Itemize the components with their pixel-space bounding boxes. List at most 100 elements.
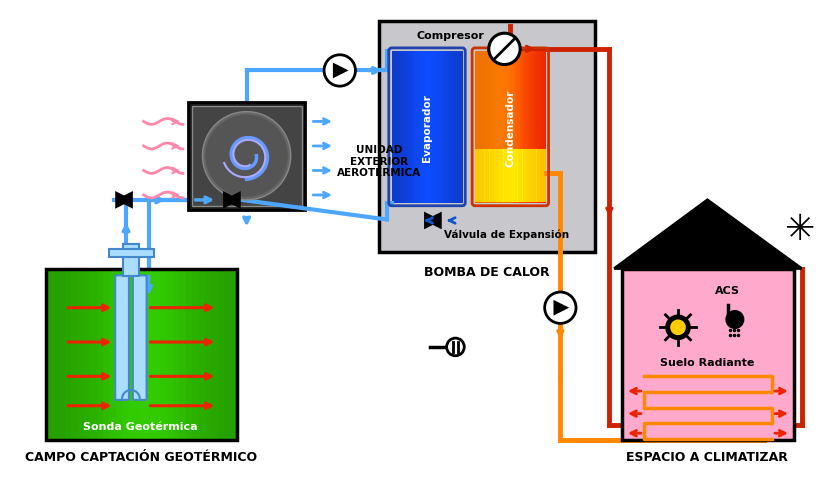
Bar: [123, 244, 138, 277]
Bar: [431, 52, 434, 203]
Bar: [503, 52, 506, 203]
Bar: [531, 52, 534, 203]
Polygon shape: [223, 192, 240, 209]
Bar: [541, 52, 543, 203]
Text: Evaporador: Evaporador: [421, 94, 431, 162]
Bar: [393, 52, 397, 203]
Bar: [474, 52, 477, 203]
Text: ESPACIO A CLIMATIZAR: ESPACIO A CLIMATIZAR: [626, 450, 787, 463]
Circle shape: [205, 115, 287, 198]
Bar: [482, 52, 484, 203]
Bar: [517, 52, 520, 203]
Bar: [135, 269, 142, 440]
Polygon shape: [115, 192, 132, 209]
Circle shape: [669, 320, 685, 335]
Bar: [522, 52, 524, 203]
Bar: [457, 52, 460, 203]
Bar: [491, 52, 493, 203]
Bar: [378, 22, 594, 252]
Polygon shape: [424, 212, 441, 230]
Text: Suelo Radiante: Suelo Radiante: [659, 357, 753, 367]
Bar: [185, 269, 192, 440]
FancyBboxPatch shape: [115, 276, 129, 400]
Bar: [514, 52, 518, 203]
FancyBboxPatch shape: [132, 276, 147, 400]
Text: ACS: ACS: [714, 285, 739, 295]
Bar: [436, 52, 439, 203]
Bar: [46, 269, 237, 440]
Bar: [398, 52, 401, 203]
Bar: [479, 150, 484, 203]
Bar: [477, 52, 479, 203]
Circle shape: [202, 112, 291, 201]
Bar: [440, 52, 444, 203]
Bar: [438, 52, 441, 203]
Bar: [403, 52, 406, 203]
Bar: [474, 150, 479, 203]
Bar: [479, 52, 482, 203]
Bar: [445, 52, 448, 203]
Circle shape: [725, 311, 743, 328]
Bar: [410, 52, 413, 203]
Bar: [500, 52, 503, 203]
Polygon shape: [614, 201, 801, 269]
Bar: [424, 52, 427, 203]
Bar: [417, 52, 420, 203]
Bar: [524, 52, 527, 203]
Bar: [498, 150, 503, 203]
Circle shape: [544, 292, 575, 324]
Text: CAMPO CAPTACIÓN GEOTÉRMICO: CAMPO CAPTACIÓN GEOTÉRMICO: [25, 450, 257, 463]
Bar: [538, 52, 541, 203]
Text: ✳: ✳: [784, 213, 815, 247]
Bar: [541, 150, 546, 203]
Bar: [415, 52, 417, 203]
Bar: [526, 150, 532, 203]
Bar: [65, 269, 71, 440]
Text: UNIDAD
EXTERIOR
AEROTÉRMICA: UNIDAD EXTERIOR AEROTÉRMICA: [336, 145, 421, 178]
Text: Sonda Geotérmica: Sonda Geotérmica: [84, 422, 198, 431]
Text: BOMBA DE CALOR: BOMBA DE CALOR: [423, 265, 549, 278]
Bar: [452, 52, 455, 203]
Polygon shape: [553, 300, 569, 316]
Bar: [505, 52, 508, 203]
Bar: [517, 150, 522, 203]
Bar: [420, 52, 422, 203]
Bar: [141, 269, 148, 440]
Text: Válvula de Expansión: Válvula de Expansión: [443, 229, 568, 240]
Bar: [205, 269, 211, 440]
Bar: [84, 269, 90, 440]
Bar: [230, 269, 237, 440]
Bar: [407, 52, 411, 203]
Bar: [455, 52, 458, 203]
Bar: [460, 52, 462, 203]
Bar: [522, 150, 527, 203]
Bar: [188, 102, 305, 210]
Bar: [508, 52, 510, 203]
Bar: [434, 52, 436, 203]
Bar: [179, 269, 186, 440]
Bar: [173, 269, 180, 440]
Bar: [218, 269, 224, 440]
Bar: [103, 269, 109, 440]
Bar: [429, 52, 431, 203]
Bar: [493, 150, 498, 203]
Bar: [116, 269, 123, 440]
Bar: [160, 269, 167, 440]
Bar: [443, 52, 445, 203]
Bar: [166, 269, 173, 440]
Bar: [192, 269, 199, 440]
Bar: [493, 52, 496, 203]
Bar: [52, 269, 59, 440]
Bar: [147, 269, 154, 440]
Circle shape: [324, 56, 355, 87]
Bar: [97, 269, 104, 440]
Bar: [109, 269, 116, 440]
Bar: [526, 52, 529, 203]
Circle shape: [666, 316, 689, 339]
Bar: [406, 52, 408, 203]
Bar: [496, 52, 498, 203]
Circle shape: [446, 338, 464, 356]
Circle shape: [489, 34, 519, 65]
Bar: [412, 52, 415, 203]
Bar: [510, 52, 513, 203]
